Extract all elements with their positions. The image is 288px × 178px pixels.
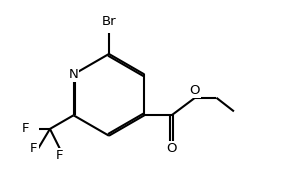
Text: O: O [166, 142, 177, 155]
Text: Br: Br [102, 15, 116, 28]
Text: O: O [190, 84, 200, 97]
Text: N: N [69, 68, 78, 81]
Text: F: F [22, 122, 29, 135]
Text: F: F [30, 142, 37, 155]
Text: F: F [56, 149, 63, 162]
